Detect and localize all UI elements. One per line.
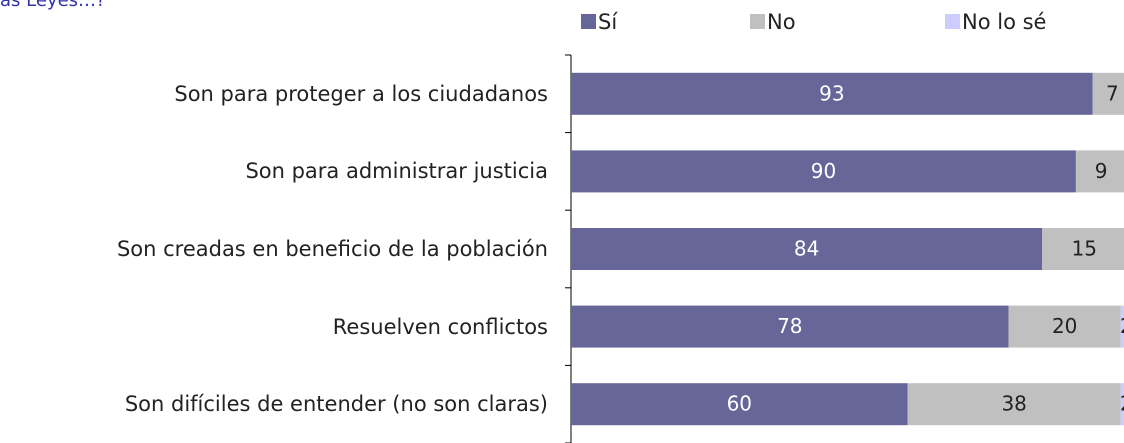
category-label: Son para proteger a los ciudadanos [174,81,548,107]
data-label: 7 [1106,81,1119,105]
data-label: 2 [1120,392,1124,416]
category-label: Son difíciles de entender (no son claras… [125,391,548,417]
bar-segment [571,228,1043,270]
data-label: 60 [727,392,752,416]
legend-label: No [767,10,796,34]
category-text: Son difíciles de entender (no son claras… [124,392,548,417]
category-label: Resuelven conflictos [333,313,548,339]
data-label: 9 [1095,159,1108,183]
data-label: 1 [1123,237,1124,261]
bar-segment [571,72,1093,115]
category-label: Son creadas en beneficio de la población [117,236,548,262]
data-label: 93 [819,81,844,105]
legend-label: No lo sé [962,10,1046,34]
legend-swatch [750,14,765,29]
category-text: Resuelven conflictos [332,314,548,339]
category-text: Son para proteger a los ciudadanos [174,81,548,106]
legend-label: Sí [598,10,618,34]
data-label: 38 [1001,392,1026,416]
data-label: 2 [1120,314,1124,338]
chart-title: as Leyes…? [0,0,106,11]
category-label: Son para administrar justicia [245,158,548,184]
category-text: Son creadas en beneficio de la población [116,236,548,261]
bar-segment [1075,150,1124,193]
bar-segment [571,383,908,426]
data-label: 90 [811,159,836,183]
bar-segment [907,383,1121,426]
data-label: 84 [794,237,819,261]
bar-segment [1008,305,1121,348]
bar-segment [571,150,1076,193]
bar-segment [1042,228,1124,270]
data-label: 78 [777,314,802,338]
category-text: Son para administrar justicia [245,159,548,184]
data-label: 1 [1123,159,1124,183]
data-label: 20 [1052,314,1077,338]
bar-segment [571,305,1009,348]
legend-swatch [581,14,596,29]
bar-segment [1120,383,1124,426]
bar-segment [1092,72,1124,115]
data-label: 15 [1072,237,1097,261]
bar-segment [1120,305,1124,348]
legend-swatch [945,14,960,29]
